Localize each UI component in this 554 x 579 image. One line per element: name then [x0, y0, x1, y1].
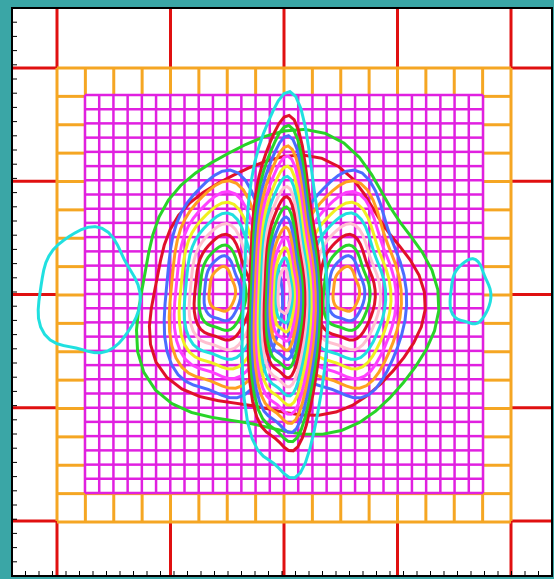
- contour: [276, 266, 292, 316]
- contour: [260, 184, 309, 389]
- contour: [192, 232, 253, 342]
- contour: [266, 215, 303, 361]
- contour: [270, 235, 298, 343]
- contour: [207, 264, 238, 313]
- contour: [258, 174, 311, 398]
- contour: [272, 245, 297, 334]
- layers: [11, 7, 553, 577]
- contour: [134, 127, 441, 436]
- contour: [248, 123, 322, 444]
- contour: [274, 255, 294, 325]
- contour: [321, 243, 372, 332]
- contour: [331, 264, 362, 313]
- contour: [246, 113, 324, 453]
- contour: [177, 200, 269, 371]
- contour: [262, 194, 307, 380]
- contour: [448, 257, 493, 326]
- contour: [264, 205, 305, 371]
- contour: [172, 189, 274, 381]
- contour: [240, 89, 330, 480]
- contour: [252, 144, 317, 425]
- contour: [256, 164, 313, 407]
- contour: [197, 243, 248, 332]
- contour: [254, 154, 315, 416]
- contour: [187, 222, 259, 352]
- contour: [268, 225, 301, 352]
- contour: [36, 225, 142, 355]
- contour: [202, 254, 243, 323]
- contour: [147, 153, 427, 417]
- contour: [250, 134, 320, 435]
